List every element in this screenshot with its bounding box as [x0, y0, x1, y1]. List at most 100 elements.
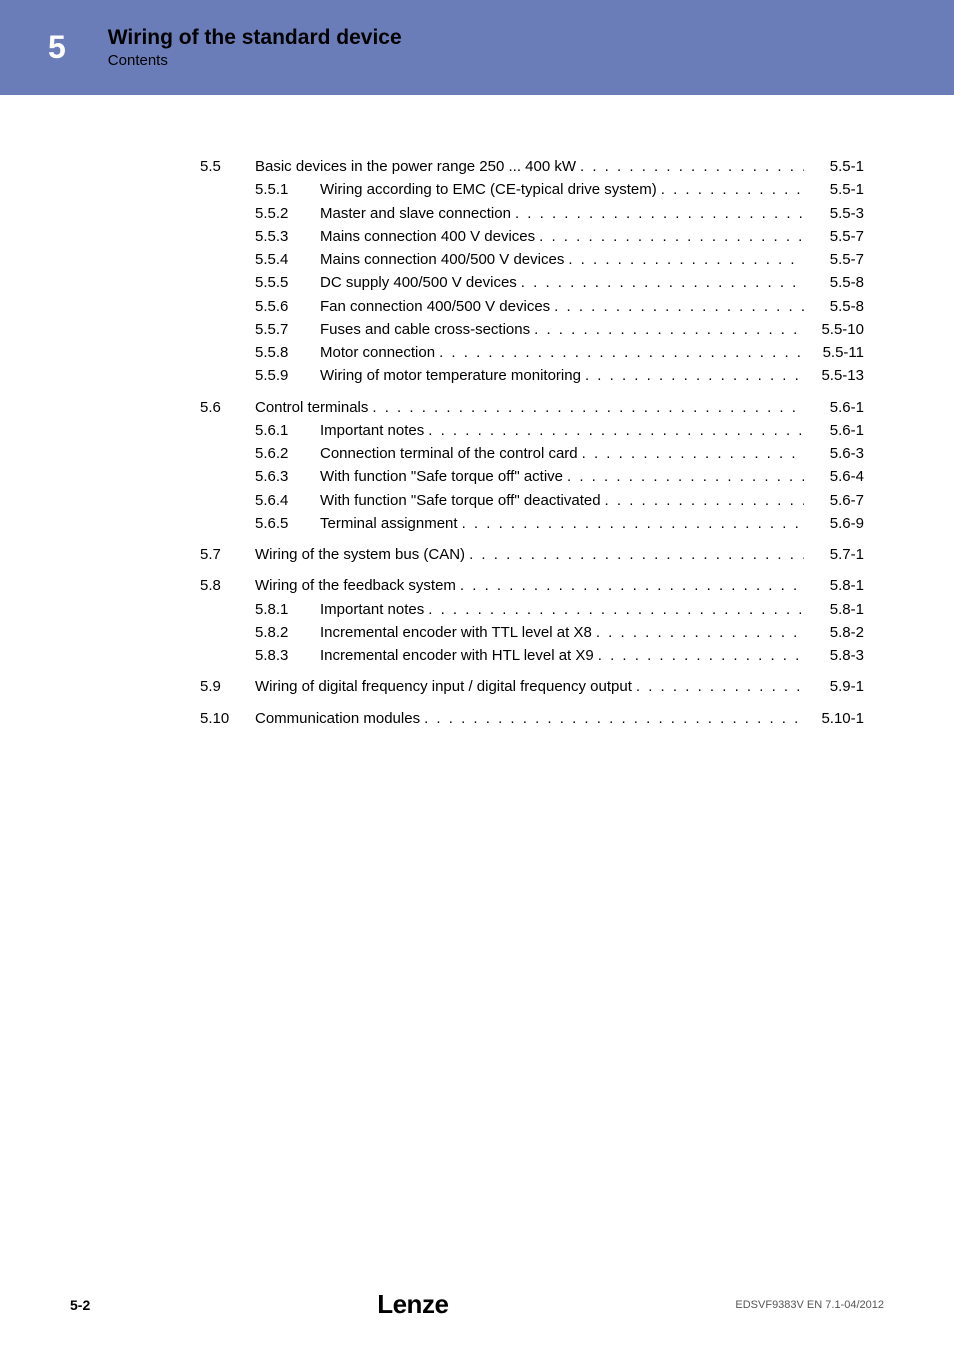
toc-sub-row[interactable]: 5.5.3Mains connection 400 V devices5.5-7 — [200, 225, 864, 248]
toc-page-ref: 5.10-1 — [804, 707, 864, 730]
toc-sub-text: DC supply 400/500 V devices — [320, 271, 517, 294]
toc-sub-row[interactable]: 5.5.8Motor connection5.5-11 — [200, 341, 864, 364]
toc-page-ref: 5.6-7 — [804, 489, 864, 512]
toc-sub-text: Terminal assignment — [320, 512, 458, 535]
toc-section: 5.8Wiring of the feedback system5.8-15.8… — [200, 574, 864, 667]
toc-page-ref: 5.5-13 — [804, 364, 864, 387]
toc-section-row[interactable]: 5.5Basic devices in the power range 250 … — [200, 155, 864, 178]
header-text: Wiring of the standard device Contents — [108, 26, 402, 69]
toc-dots — [657, 178, 804, 201]
toc-sub-row[interactable]: 5.5.2Master and slave connection5.5-3 — [200, 202, 864, 225]
toc-sub-text: With function "Safe torque off" active — [320, 465, 563, 488]
toc-section-text: Wiring of digital frequency input / digi… — [255, 675, 632, 698]
toc-page-ref: 5.8-3 — [804, 644, 864, 667]
page-subtitle: Contents — [108, 52, 402, 69]
toc-sub-text: Important notes — [320, 419, 424, 442]
toc-page-ref: 5.5-1 — [804, 155, 864, 178]
toc-page-ref: 5.6-9 — [804, 512, 864, 535]
toc-sub-row[interactable]: 5.5.5DC supply 400/500 V devices5.5-8 — [200, 271, 864, 294]
toc-page-ref: 5.7-1 — [804, 543, 864, 566]
toc-section-text: Communication modules — [255, 707, 420, 730]
toc-section-number: 5.8 — [200, 574, 255, 597]
toc-sub-row[interactable]: 5.6.4With function "Safe torque off" dea… — [200, 489, 864, 512]
toc-dots — [420, 707, 804, 730]
toc-sub-text: With function "Safe torque off" deactiva… — [320, 489, 601, 512]
toc-page-ref: 5.5-10 — [804, 318, 864, 341]
toc-sub-row[interactable]: 5.5.1Wiring according to EMC (CE-typical… — [200, 178, 864, 201]
footer-doc-id: EDSVF9383V EN 7.1-04/2012 — [735, 1299, 884, 1311]
toc-sub-row[interactable]: 5.8.1Important notes 5.8-1 — [200, 598, 864, 621]
toc-sub-text: Incremental encoder with HTL level at X9 — [320, 644, 594, 667]
toc-dots — [456, 574, 804, 597]
toc-page-ref: 5.5-7 — [804, 225, 864, 248]
toc-section-number: 5.5 — [200, 155, 255, 178]
chapter-number: 5 — [48, 29, 66, 66]
header-bar: 5 Wiring of the standard device Contents — [0, 0, 954, 95]
toc-sub-text: Wiring according to EMC (CE-typical driv… — [320, 178, 657, 201]
toc-dots — [517, 271, 804, 294]
toc-section: 5.7Wiring of the system bus (CAN) 5.7-1 — [200, 543, 864, 566]
toc-section-row[interactable]: 5.10Communication modules 5.10-1 — [200, 707, 864, 730]
toc-page-ref: 5.9-1 — [804, 675, 864, 698]
toc-page-ref: 5.5-11 — [804, 341, 864, 364]
toc-sub-row[interactable]: 5.5.9Wiring of motor temperature monitor… — [200, 364, 864, 387]
toc-sub-text: Incremental encoder with TTL level at X8 — [320, 621, 592, 644]
toc-sub-row[interactable]: 5.6.1Important notes5.6-1 — [200, 419, 864, 442]
toc-section-text: Basic devices in the power range 250 ...… — [255, 155, 576, 178]
toc-page-ref: 5.6-4 — [804, 465, 864, 488]
toc-page-ref: 5.5-1 — [804, 178, 864, 201]
toc-sub-text: Important notes — [320, 598, 424, 621]
toc-section-number: 5.7 — [200, 543, 255, 566]
toc-sub-number: 5.6.5 — [255, 512, 320, 535]
toc-section-row[interactable]: 5.6Control terminals5.6-1 — [200, 396, 864, 419]
toc-page-ref: 5.6-1 — [804, 419, 864, 442]
toc-sub-row[interactable]: 5.8.2Incremental encoder with TTL level … — [200, 621, 864, 644]
toc-sub-row[interactable]: 5.5.6Fan connection 400/500 V devices5.5… — [200, 295, 864, 318]
toc-sub-number: 5.6.2 — [255, 442, 320, 465]
toc-sub-row[interactable]: 5.5.4Mains connection 400/500 V devices5… — [200, 248, 864, 271]
toc-page-ref: 5.6-1 — [804, 396, 864, 419]
toc-sub-row[interactable]: 5.6.3With function "Safe torque off" act… — [200, 465, 864, 488]
toc-sub-text: Mains connection 400 V devices — [320, 225, 535, 248]
toc-section-text: Wiring of the system bus (CAN) — [255, 543, 465, 566]
toc-sub-number: 5.5.6 — [255, 295, 320, 318]
toc-page-ref: 5.5-7 — [804, 248, 864, 271]
toc-section: 5.9Wiring of digital frequency input / d… — [200, 675, 864, 698]
toc-page-ref: 5.5-3 — [804, 202, 864, 225]
footer: 5-2 Lenze EDSVF9383V EN 7.1-04/2012 — [0, 1289, 954, 1320]
toc-sub-number: 5.8.2 — [255, 621, 320, 644]
toc-sub-row[interactable]: 5.6.2Connection terminal of the control … — [200, 442, 864, 465]
footer-page-number: 5-2 — [70, 1297, 90, 1313]
toc-dots — [424, 598, 804, 621]
toc-dots — [632, 675, 804, 698]
toc-dots — [435, 341, 804, 364]
toc-sub-text: Master and slave connection — [320, 202, 511, 225]
toc-sub-number: 5.8.1 — [255, 598, 320, 621]
toc-section-row[interactable]: 5.9Wiring of digital frequency input / d… — [200, 675, 864, 698]
toc-dots — [458, 512, 804, 535]
toc-sub-row[interactable]: 5.6.5Terminal assignment 5.6-9 — [200, 512, 864, 535]
toc-sub-number: 5.6.3 — [255, 465, 320, 488]
toc-dots — [368, 396, 804, 419]
toc-sub-number: 5.8.3 — [255, 644, 320, 667]
toc-sub-row[interactable]: 5.8.3Incremental encoder with HTL level … — [200, 644, 864, 667]
toc-page-ref: 5.5-8 — [804, 271, 864, 294]
toc-dots — [592, 621, 804, 644]
toc-section-number: 5.9 — [200, 675, 255, 698]
toc-section: 5.6Control terminals5.6-15.6.1Important … — [200, 396, 864, 536]
toc-dots — [578, 442, 804, 465]
toc-section-row[interactable]: 5.8Wiring of the feedback system 5.8-1 — [200, 574, 864, 597]
toc-dots — [594, 644, 804, 667]
toc-dots — [424, 419, 804, 442]
toc-sub-text: Mains connection 400/500 V devices — [320, 248, 564, 271]
toc-page-ref: 5.8-1 — [804, 574, 864, 597]
toc-sub-number: 5.5.1 — [255, 178, 320, 201]
toc-section-number: 5.10 — [200, 707, 255, 730]
toc-dots — [465, 543, 804, 566]
toc-sub-row[interactable]: 5.5.7Fuses and cable cross-sections5.5-1… — [200, 318, 864, 341]
toc-section-text: Wiring of the feedback system — [255, 574, 456, 597]
toc-section-row[interactable]: 5.7Wiring of the system bus (CAN) 5.7-1 — [200, 543, 864, 566]
toc-page-ref: 5.8-1 — [804, 598, 864, 621]
toc-sub-number: 5.5.7 — [255, 318, 320, 341]
toc-section: 5.5Basic devices in the power range 250 … — [200, 155, 864, 388]
